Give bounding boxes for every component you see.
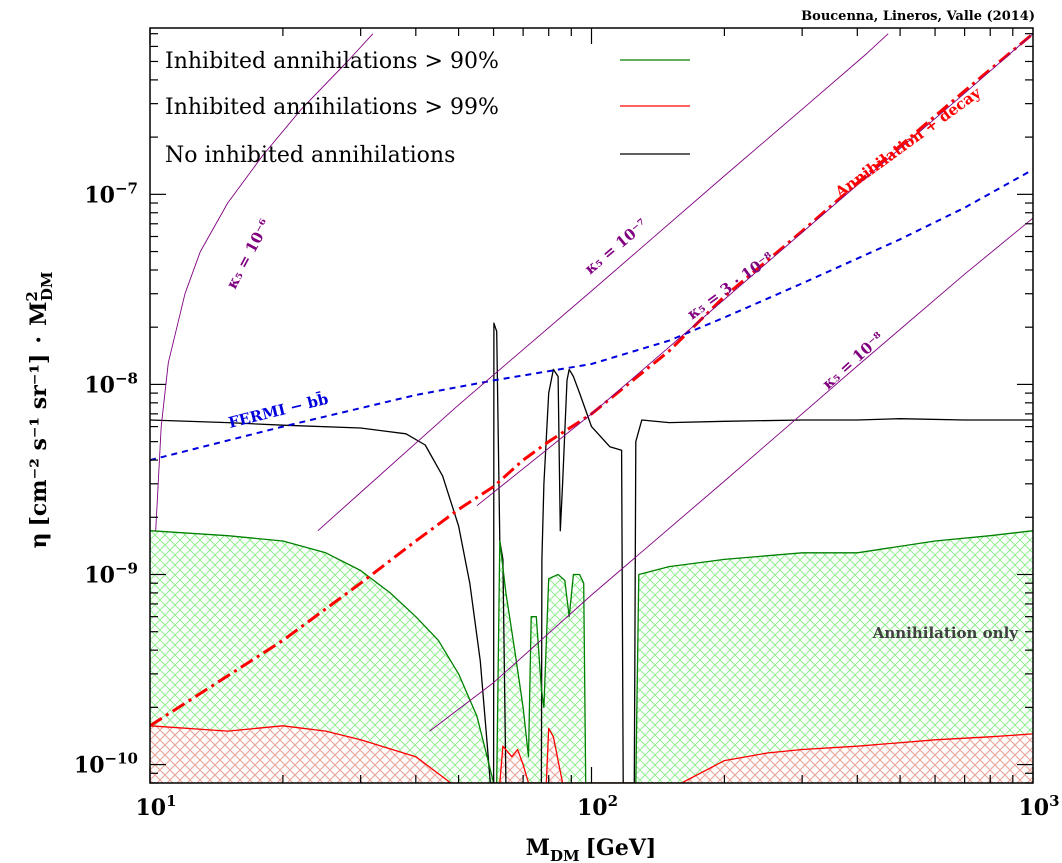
annotation-kappa-1e-8: κ₅ = 10⁻⁸ xyxy=(819,328,888,393)
legend: Inhibited annihilations > 90% Inhibited … xyxy=(165,49,690,168)
x-axis-title-unit: [GeV] xyxy=(586,835,657,861)
series-no-inhibited xyxy=(150,322,1033,783)
series-kappa-3e8 xyxy=(476,33,1033,507)
y-axis-title: η [cm⁻² s⁻¹ sr⁻¹] · M2DM xyxy=(23,271,56,548)
annotation-kappa-3e-8: κ₅ = 3 · 10⁻⁸ xyxy=(684,248,778,323)
legend-label-none: No inhibited annihilations xyxy=(165,143,455,168)
series-kappa-1e8 xyxy=(429,217,1033,732)
y-axis-title-mass: M xyxy=(26,302,52,326)
hatched-regions xyxy=(150,530,1033,783)
series-kappa-1e7 xyxy=(317,33,889,532)
y-tick-label: 10−9 xyxy=(84,559,138,588)
y-axis-title-times: · xyxy=(26,336,52,344)
x-axis-title-main: M xyxy=(526,835,550,861)
series-kappa-1e6 xyxy=(155,33,374,531)
region-red-hatch xyxy=(150,725,1033,783)
series-fermi xyxy=(150,168,1033,462)
y-tick-label: 10−8 xyxy=(84,369,138,398)
annotation-annihilation-decay: Annihilation + decay xyxy=(831,83,985,202)
x-axis-title: MDM [GeV] xyxy=(526,835,657,863)
y-axis-title-mass-sup: 2 xyxy=(23,291,41,301)
credit-text: Boucenna, Lineros, Valle (2014) xyxy=(801,9,1035,24)
axis-ticks xyxy=(149,28,1034,784)
annotation-kappa-1e-6: κ₅ = 10⁻⁶ xyxy=(223,216,275,292)
y-axis-title-eta: η xyxy=(26,533,52,549)
y-axis-title-units: [cm⁻² s⁻¹ sr⁻¹] xyxy=(26,354,52,527)
series-red-boundary xyxy=(150,725,1033,783)
y-axis-title-mass-sub: DM xyxy=(38,271,56,301)
annotation-annihilation-only: Annihilation only xyxy=(872,624,1020,642)
series-annihilation-decay xyxy=(150,32,1033,728)
x-tick-label: 103 xyxy=(1018,792,1059,821)
y-tick-label: 10−10 xyxy=(74,750,138,779)
series-green-boundary xyxy=(150,530,1033,783)
legend-label-90: Inhibited annihilations > 90% xyxy=(165,49,499,74)
data-series xyxy=(150,32,1033,783)
legend-label-99: Inhibited annihilations > 99% xyxy=(165,95,499,120)
x-tick-label: 102 xyxy=(577,792,618,821)
region-green-hatch xyxy=(150,530,1033,783)
annotation-kappa-1e-7: κ₅ = 10⁻⁷ xyxy=(581,215,651,278)
x-axis-title-sub: DM xyxy=(550,847,580,863)
y-tick-label: 10−7 xyxy=(84,179,138,208)
x-tick-label: 101 xyxy=(135,792,176,821)
axis-tick-labels: 101 102 103 10−10 10−9 10−8 10−7 xyxy=(74,179,1060,821)
